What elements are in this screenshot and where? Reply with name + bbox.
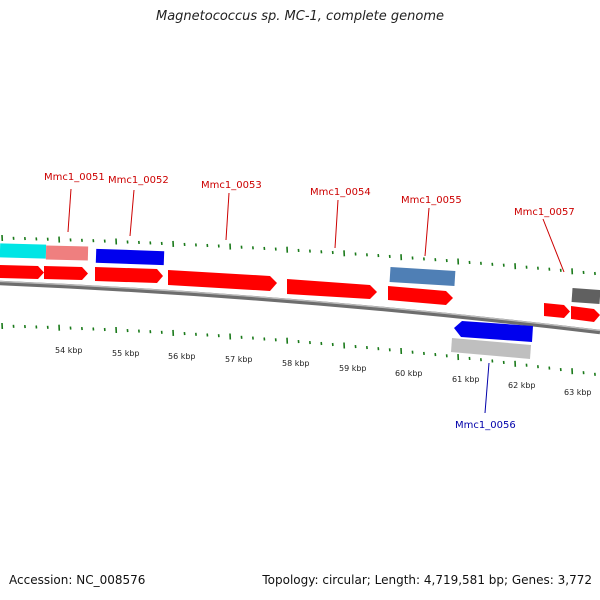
scale-label: 55 kbp <box>112 349 140 358</box>
gene-cyan[interactable] <box>0 243 47 259</box>
gene-label-mmc1-0056[interactable]: Mmc1_0056 <box>455 420 516 431</box>
genome-backbone-highlight <box>0 280 600 332</box>
gene-label-mmc1-0051[interactable]: Mmc1_0051 <box>44 172 105 183</box>
accession-text: Accession: NC_008576 <box>9 573 146 587</box>
scale-label: 57 kbp <box>225 355 253 364</box>
scale-label: 62 kbp <box>508 381 536 390</box>
scale-label: 58 kbp <box>282 359 310 368</box>
scale-label: 63 kbp <box>564 388 592 397</box>
lower-tick-ring <box>1 322 596 376</box>
cds-arrow[interactable] <box>544 303 570 318</box>
label-leaders <box>67 188 565 273</box>
upper-tick-ring <box>1 234 596 276</box>
gene-dark-gray[interactable] <box>571 288 600 304</box>
gene-mmc1-0052[interactable] <box>95 248 165 266</box>
leader-mmc1-0055 <box>424 207 430 257</box>
leader-mmc1-0051 <box>67 188 72 233</box>
gene-label-mmc1-0053[interactable]: Mmc1_0053 <box>201 180 262 191</box>
cds-arrow[interactable] <box>388 286 453 305</box>
gene-pink[interactable] <box>45 245 89 261</box>
gene-gray-reverse[interactable] <box>451 338 531 359</box>
gene-label-mmc1-0054[interactable]: Mmc1_0054 <box>310 187 371 198</box>
gene-mmc1-0056-reverse-cds[interactable] <box>454 321 533 342</box>
scale-label: 54 kbp <box>55 346 83 355</box>
scale-label: 60 kbp <box>395 369 423 378</box>
gene-label-mmc1-0055[interactable]: Mmc1_0055 <box>401 195 462 206</box>
scale-label: 61 kbp <box>452 375 480 384</box>
cds-arrow[interactable] <box>44 266 88 280</box>
genome-summary-text: Topology: circular; Length: 4,719,581 bp… <box>262 573 592 587</box>
cds-arrow[interactable] <box>571 306 600 322</box>
gene-label-mmc1-0057[interactable]: Mmc1_0057 <box>514 207 575 218</box>
forward-inner-ring <box>0 265 600 322</box>
reverse-ring <box>451 321 533 359</box>
leader-mmc1-0056 <box>484 362 490 414</box>
forward-outer-ring <box>0 243 600 304</box>
cds-arrow[interactable] <box>287 279 377 299</box>
leader-mmc1-0054 <box>334 199 339 249</box>
cds-arrow[interactable] <box>168 270 277 291</box>
scale-label: 56 kbp <box>168 352 196 361</box>
cds-arrow[interactable] <box>0 265 44 279</box>
scale-label: 59 kbp <box>339 364 367 373</box>
gene-mmc1-0055[interactable] <box>389 267 456 286</box>
genome-backbone <box>0 280 600 335</box>
leader-mmc1-0053 <box>225 192 230 241</box>
leader-mmc1-0052 <box>129 189 135 237</box>
gene-label-mmc1-0052[interactable]: Mmc1_0052 <box>108 175 169 186</box>
leader-mmc1-0057 <box>542 218 565 273</box>
map-title: Magnetococcus sp. MC-1, complete genome <box>155 9 445 24</box>
cds-arrow[interactable] <box>95 267 163 283</box>
